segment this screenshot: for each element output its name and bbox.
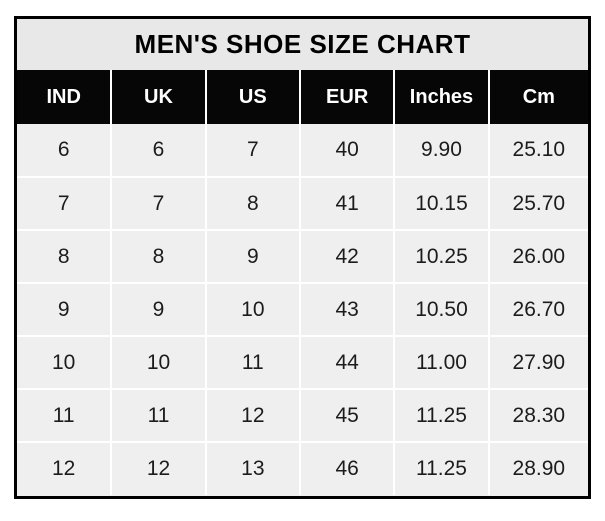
table-cell: 25.70	[487, 176, 588, 231]
table-cell: 12	[110, 441, 207, 495]
table-row: 6 6 7 40 9.90 25.10	[17, 124, 588, 178]
table-row: 7 7 8 41 10.15 25.70	[17, 176, 588, 231]
table-cell: 27.90	[487, 335, 588, 390]
table-row: 8 8 9 42 10.25 26.00	[17, 229, 588, 284]
table-cell: 11	[204, 335, 301, 390]
table-cell: 10	[17, 335, 113, 390]
table-cell: 26.00	[487, 229, 588, 284]
table-row: 11 11 12 45 11.25 28.30	[17, 388, 588, 443]
table-row: 12 12 13 46 11.25 28.90	[17, 441, 588, 495]
table-cell: 6	[110, 124, 207, 178]
table-cell: 28.90	[487, 441, 588, 495]
table-cell: 6	[17, 124, 113, 178]
table-cell: 45	[298, 388, 396, 443]
table-cell: 10.50	[393, 282, 490, 337]
table-cell: 11	[110, 388, 207, 443]
chart-title: MEN'S SHOE SIZE CHART	[17, 19, 588, 70]
column-header-us: US	[204, 70, 301, 124]
table-cell: 9	[204, 229, 301, 284]
table-cell: 9	[17, 282, 113, 337]
column-header-ind: IND	[17, 70, 113, 124]
column-header-cm: Cm	[487, 70, 588, 124]
table-cell: 42	[298, 229, 396, 284]
table-cell: 13	[204, 441, 301, 495]
table-cell: 10.25	[393, 229, 490, 284]
table-body: 6 6 7 40 9.90 25.10 7 7 8 41 10.15 25.70 8 8 9 42 10.25 2…	[17, 124, 588, 495]
table-cell: 26.70	[487, 282, 588, 337]
table-cell: 10	[110, 335, 207, 390]
table-cell: 7	[17, 176, 113, 231]
table-cell: 28.30	[487, 388, 588, 443]
table-cell: 8	[204, 176, 301, 231]
table-header: IND UK US EUR Inches Cm	[17, 70, 588, 124]
table-cell: 40	[298, 124, 396, 178]
table-cell: 43	[298, 282, 396, 337]
table-cell: 46	[298, 441, 396, 495]
size-table: IND UK US EUR Inches Cm 6 6 7 40 9.90 25.10 7 7…	[17, 70, 588, 495]
table-cell: 10	[204, 282, 301, 337]
table-cell: 11	[17, 388, 113, 443]
table-cell: 41	[298, 176, 396, 231]
column-header-inches: Inches	[393, 70, 490, 124]
table-cell: 11.00	[393, 335, 490, 390]
table-cell: 12	[17, 441, 113, 495]
table-cell: 9.90	[393, 124, 490, 178]
table-row: 9 9 10 43 10.50 26.70	[17, 282, 588, 337]
table-cell: 9	[110, 282, 207, 337]
table-cell: 10.15	[393, 176, 490, 231]
header-row: IND UK US EUR Inches Cm	[17, 70, 588, 124]
table-row: 10 10 11 44 11.00 27.90	[17, 335, 588, 390]
table-cell: 44	[298, 335, 396, 390]
column-header-uk: UK	[110, 70, 207, 124]
table-cell: 25.10	[487, 124, 588, 178]
table-cell: 8	[17, 229, 113, 284]
table-cell: 12	[204, 388, 301, 443]
shoe-size-chart: MEN'S SHOE SIZE CHART IND UK US EUR Inch…	[14, 16, 591, 499]
table-cell: 11.25	[393, 441, 490, 495]
table-cell: 7	[204, 124, 301, 178]
column-header-eur: EUR	[298, 70, 396, 124]
table-cell: 11.25	[393, 388, 490, 443]
table-cell: 7	[110, 176, 207, 231]
table-cell: 8	[110, 229, 207, 284]
